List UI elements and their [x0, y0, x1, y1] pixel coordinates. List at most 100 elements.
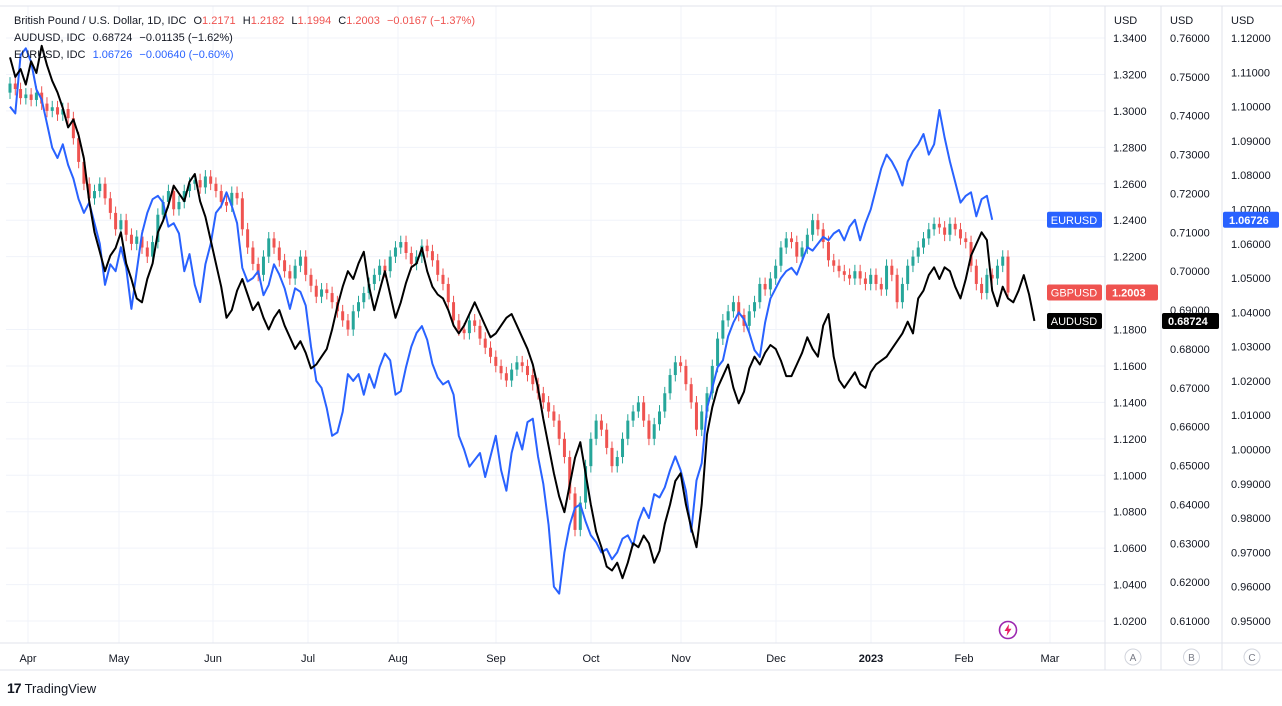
candle-body: [29, 94, 33, 100]
candle-body: [779, 247, 783, 266]
candle: [700, 405, 704, 437]
candle-body: [214, 183, 218, 192]
candle-body: [351, 311, 355, 330]
candle-body: [50, 107, 54, 111]
candle: [161, 195, 165, 222]
gbpusd-last-name-label: GBPUSD: [1051, 288, 1098, 300]
legend-gbpusd-title: British Pound / U.S. Dollar, 1D, IDC: [14, 15, 187, 27]
y-tick-label: 1.08000: [1231, 170, 1271, 182]
candle-body: [362, 293, 366, 303]
y-tick-label: 1.2800: [1113, 142, 1147, 154]
candle: [842, 264, 846, 282]
candle: [552, 405, 556, 427]
audusd-last-name-label: AUDUSD: [1051, 316, 1098, 328]
candle-body: [357, 302, 361, 312]
candle: [531, 368, 535, 391]
candle: [689, 377, 693, 409]
candle-body: [895, 274, 899, 303]
candle-body: [457, 320, 461, 330]
candle: [325, 283, 329, 300]
legend-eurusd-value: 1.06726: [92, 49, 133, 61]
candle-body: [515, 362, 519, 370]
candle: [562, 432, 566, 464]
candle-body: [19, 89, 23, 99]
candle-body: [747, 311, 751, 326]
candle: [441, 268, 445, 291]
candle: [721, 314, 725, 345]
tradingview-logo[interactable]: 17 TradingView: [7, 680, 96, 696]
candle: [747, 304, 751, 333]
candle: [995, 259, 999, 285]
eurusd-last-price-box: [1223, 211, 1279, 228]
candle: [525, 359, 529, 382]
candle: [309, 268, 313, 293]
pane-label: C: [1248, 653, 1255, 664]
candle: [953, 217, 957, 236]
candle-body: [272, 238, 276, 248]
candle-body: [726, 311, 730, 321]
candle: [916, 241, 920, 264]
candle: [50, 100, 54, 118]
candle: [837, 259, 841, 278]
y-tick-label: 1.1400: [1113, 397, 1147, 409]
tradingview-brand-label: TradingView: [24, 680, 97, 696]
candle-body: [13, 83, 17, 90]
candle-body: [198, 180, 202, 188]
candle-body: [642, 402, 646, 421]
candle-body: [288, 271, 292, 279]
candle: [694, 395, 698, 437]
y-tick-label: 0.64000: [1170, 499, 1210, 511]
candle: [922, 232, 926, 254]
candle: [874, 268, 878, 291]
legend-audusd-value: 0.68724: [92, 32, 133, 44]
candle: [589, 432, 593, 473]
candle-body: [230, 192, 234, 206]
candle: [895, 268, 899, 309]
candle: [489, 341, 493, 364]
legend-h-key: H: [242, 15, 251, 27]
candle-body: [341, 311, 345, 321]
candle-body: [716, 338, 720, 366]
candle: [599, 414, 603, 437]
candle: [964, 232, 968, 249]
audusd-last-price-box: [1162, 312, 1219, 329]
candle-body: [182, 191, 186, 202]
candle: [1001, 250, 1005, 273]
candle-body: [293, 265, 297, 279]
candle: [156, 208, 160, 249]
candle: [393, 241, 397, 264]
y-tick-label: 0.65000: [1170, 461, 1210, 473]
candle: [314, 279, 318, 304]
candle-body: [679, 362, 683, 366]
candle-body: [573, 493, 577, 530]
candle-body: [832, 260, 836, 266]
candle: [45, 97, 49, 118]
candle-body: [980, 283, 984, 294]
gbpusd-last-price-box: [1106, 284, 1158, 301]
legend-gbpusd-change: −0.0167 (−1.37%): [386, 15, 476, 27]
y-tick-label: 1.3000: [1113, 106, 1147, 118]
eurusd-last-name-box: [1047, 211, 1102, 228]
pane-badge: [1124, 648, 1142, 666]
candle: [372, 268, 376, 291]
candle-body: [504, 373, 508, 381]
candle: [636, 395, 640, 418]
grid-lines: [6, 6, 1105, 643]
candle: [66, 102, 70, 125]
candle-body: [700, 411, 704, 430]
candle-body: [325, 289, 329, 294]
candle-body: [657, 411, 661, 425]
candle-body: [890, 265, 894, 275]
candle: [473, 314, 477, 333]
candle-body: [995, 265, 999, 279]
candle-body: [631, 411, 635, 421]
candle-body: [145, 247, 149, 257]
legend-c-key: C: [338, 15, 347, 27]
candle-body: [652, 424, 656, 439]
candle-body: [483, 338, 487, 348]
candle: [135, 230, 139, 251]
lightning-icon[interactable]: [998, 620, 1018, 640]
candle-body: [56, 107, 60, 115]
candle-body: [320, 289, 324, 297]
